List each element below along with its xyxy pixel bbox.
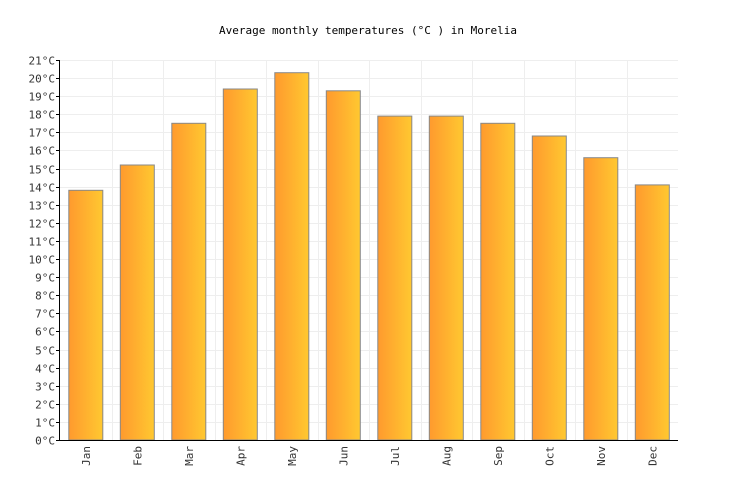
x-tick-label: Aug	[440, 446, 453, 466]
y-tick-label: 1°C	[35, 417, 55, 430]
bar-aug	[428, 115, 464, 441]
y-tick-label: 8°C	[35, 290, 55, 303]
y-tick-label: 4°C	[35, 363, 55, 376]
x-tick-label: Nov	[595, 446, 608, 466]
x-tick-label: May	[286, 446, 299, 466]
x-tick-label: Jul	[389, 446, 402, 466]
y-tick-label: 21°C	[29, 55, 56, 68]
y-tick-label: 20°C	[29, 73, 56, 86]
bar-nov	[583, 157, 619, 441]
bar-jun	[325, 90, 361, 441]
y-tick-label: 16°C	[29, 145, 56, 158]
x-tick-label: Mar	[183, 446, 196, 466]
x-tick-labels: Jan Feb Mar Apr May Jun Jul Aug Sep Oct Nov Dec	[80, 446, 660, 466]
bar-dec	[634, 184, 670, 441]
bar-may	[274, 72, 310, 441]
y-tick-label: 9°C	[35, 272, 55, 285]
x-tick-label: Apr	[234, 446, 247, 466]
bars	[68, 72, 670, 441]
y-tick-label: 0°C	[35, 435, 55, 448]
x-tick-label: Sep	[492, 446, 505, 466]
y-tick-labels: 0°C 1°C 2°C 3°C 4°C 5°C 6°C 7°C 8°C 9°C 10°C 11°C 12…	[29, 55, 60, 448]
y-tick-label: 7°C	[35, 308, 55, 321]
x-tick-label: Jan	[80, 446, 93, 466]
y-tick-label: 18°C	[29, 109, 56, 122]
bar-mar	[171, 122, 207, 441]
y-tick-label: 3°C	[35, 381, 55, 394]
x-tick-label: Oct	[543, 446, 556, 466]
bar-apr	[222, 88, 258, 441]
y-tick-label: 12°C	[29, 218, 56, 231]
y-tick-label: 5°C	[35, 345, 55, 358]
bar-sep	[480, 122, 516, 441]
chart-title: Average monthly temperatures (°C ) in Mo…	[219, 24, 517, 37]
y-tick-label: 10°C	[29, 254, 56, 267]
x-tick-label: Dec	[646, 446, 659, 466]
bar-feb	[119, 164, 155, 441]
y-tick-label: 11°C	[29, 236, 56, 249]
bar-oct	[531, 135, 567, 441]
bar-jul	[377, 115, 413, 441]
x-tick-label: Jun	[337, 446, 350, 466]
y-tick-label: 19°C	[29, 91, 56, 104]
y-tick-label: 13°C	[29, 200, 56, 213]
y-tick-label: 17°C	[29, 127, 56, 140]
x-tick-label: Feb	[131, 446, 144, 466]
y-tick-label: 15°C	[29, 164, 56, 177]
y-tick-label: 2°C	[35, 399, 55, 412]
y-tick-label: 6°C	[35, 326, 55, 339]
y-tick-label: 14°C	[29, 182, 56, 195]
bar-jan	[68, 189, 104, 441]
